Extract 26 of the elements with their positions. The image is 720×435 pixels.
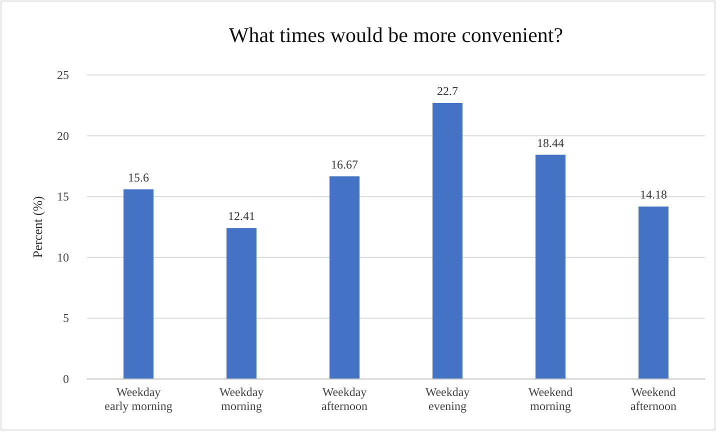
x-tick-label: Weekday evening (425, 385, 470, 413)
data-label: 12.41 (228, 209, 255, 224)
y-tick-label: 10 (57, 250, 69, 264)
data-label: 14.18 (640, 188, 667, 202)
x-tick-label: Weekend morning (528, 385, 573, 413)
x-tick-label: Weekday early morning (104, 385, 172, 413)
y-tick-label: 25 (57, 68, 69, 82)
bar (124, 189, 154, 379)
data-label: 15.6 (128, 170, 149, 184)
y-tick-label: 20 (57, 128, 69, 143)
bar (226, 228, 256, 379)
y-tick-label: 15 (57, 190, 69, 204)
data-label: 22.7 (437, 84, 458, 98)
x-tick-label: Weekend afternoon (630, 385, 676, 413)
chart-title: What times would be more convenient? (228, 23, 564, 47)
bar (638, 206, 668, 379)
data-label: 16.67 (331, 157, 358, 172)
bar (536, 154, 566, 379)
bar (330, 176, 360, 379)
bar (432, 102, 462, 379)
y-axis-title: Percent (%) (30, 196, 45, 258)
y-tick-label: 0 (63, 372, 69, 386)
x-tick-label: Weekday afternoon (322, 385, 368, 413)
y-tick-label: 5 (63, 311, 69, 326)
x-tick-label: Weekday morning (219, 385, 264, 413)
data-label: 18.44 (537, 136, 564, 150)
